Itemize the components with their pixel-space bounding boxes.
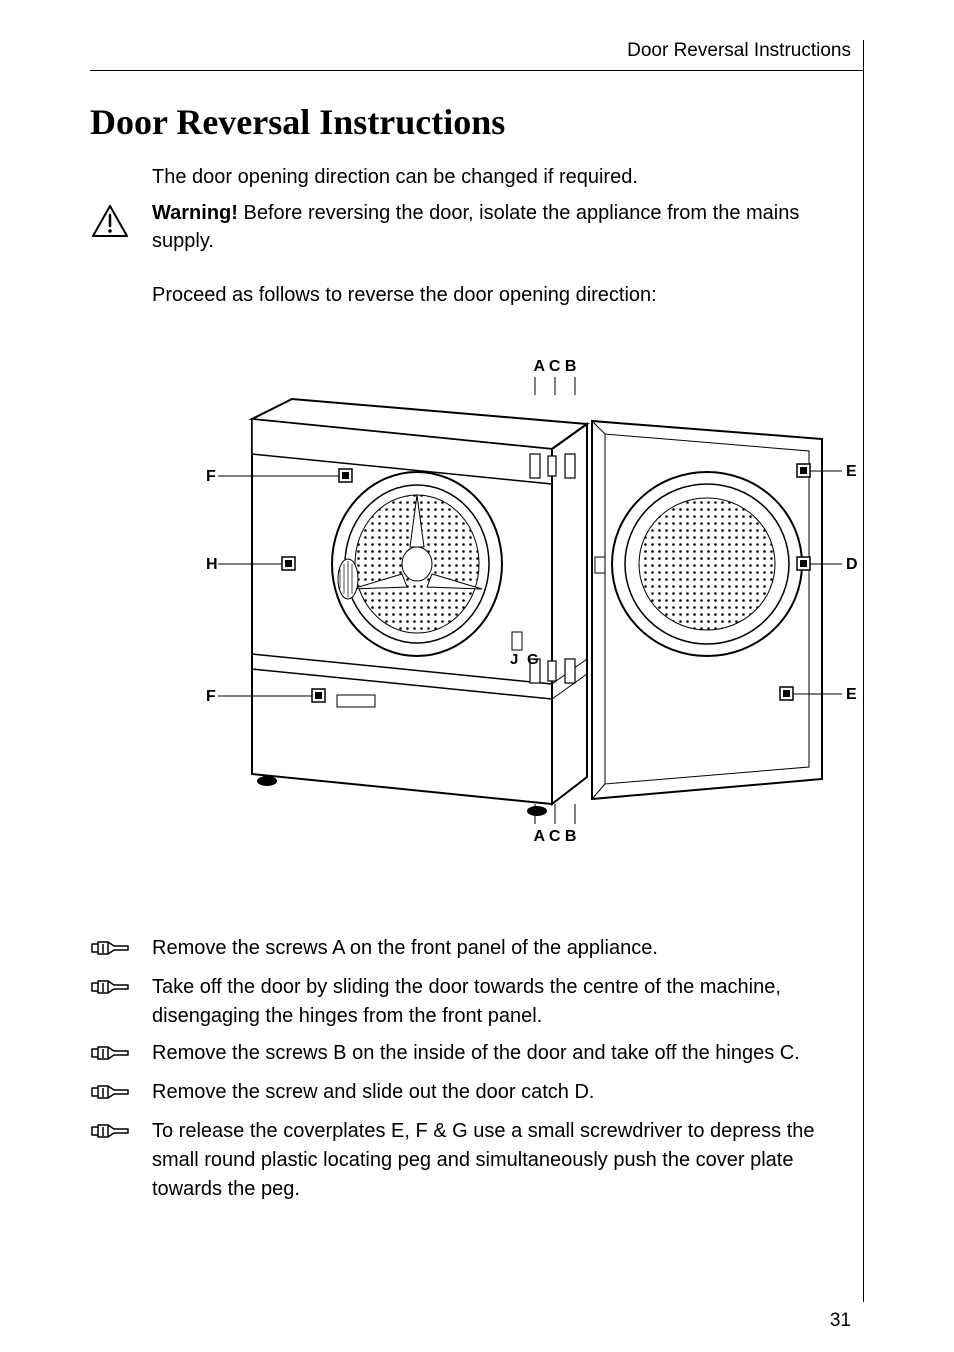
step-list: Remove the screws A on the front panel o…: [90, 934, 863, 1204]
warning-block: Warning! Before reversing the door, isol…: [90, 199, 863, 255]
list-item: Take off the door by sliding the door to…: [90, 973, 863, 1031]
diagram-label-e-upper: E: [846, 463, 857, 480]
list-item: To release the coverplates E, F & G use …: [90, 1117, 863, 1204]
step-text: Take off the door by sliding the door to…: [152, 973, 863, 1031]
diagram-label-f-upper: F: [206, 468, 216, 485]
list-item: Remove the screws B on the inside of the…: [90, 1039, 863, 1070]
proceed-text: Proceed as follows to reverse the door o…: [152, 281, 863, 309]
step-text: Remove the screws A on the front panel o…: [152, 934, 658, 963]
page-number: 31: [830, 1310, 851, 1332]
step-text: To release the coverplates E, F & G use …: [152, 1117, 863, 1204]
warning-text: Warning! Before reversing the door, isol…: [152, 199, 863, 255]
pointing-hand-icon: [90, 1041, 130, 1070]
diagram-label-d: D: [846, 556, 858, 573]
diagram-label-h: H: [206, 556, 218, 573]
intro-text: The door opening direction can be change…: [152, 163, 863, 191]
diagram-label-f-lower: F: [206, 688, 216, 705]
warning-triangle-icon: [90, 203, 130, 244]
diagram-label-g: G: [527, 651, 539, 668]
pointing-hand-icon: [90, 936, 130, 965]
diagram-label-e-lower: E: [846, 686, 857, 703]
pointing-hand-icon: [90, 1119, 130, 1148]
page-header: Door Reversal Instructions: [90, 40, 863, 71]
page-title: Door Reversal Instructions: [90, 101, 863, 143]
list-item: Remove the screws A on the front panel o…: [90, 934, 863, 965]
warning-body: Before reversing the door, isolate the a…: [152, 202, 799, 252]
diagram-label-j: J: [510, 651, 518, 668]
step-text: Remove the screw and slide out the door …: [152, 1078, 594, 1107]
list-item: Remove the screw and slide out the door …: [90, 1078, 863, 1109]
appliance-diagram: A C B: [152, 359, 863, 874]
diagram-label-bottom: A C B: [534, 828, 577, 845]
pointing-hand-icon: [90, 975, 130, 1004]
diagram-label-top: A C B: [534, 359, 577, 375]
warning-label: Warning!: [152, 202, 238, 224]
pointing-hand-icon: [90, 1080, 130, 1109]
step-text: Remove the screws B on the inside of the…: [152, 1039, 800, 1068]
